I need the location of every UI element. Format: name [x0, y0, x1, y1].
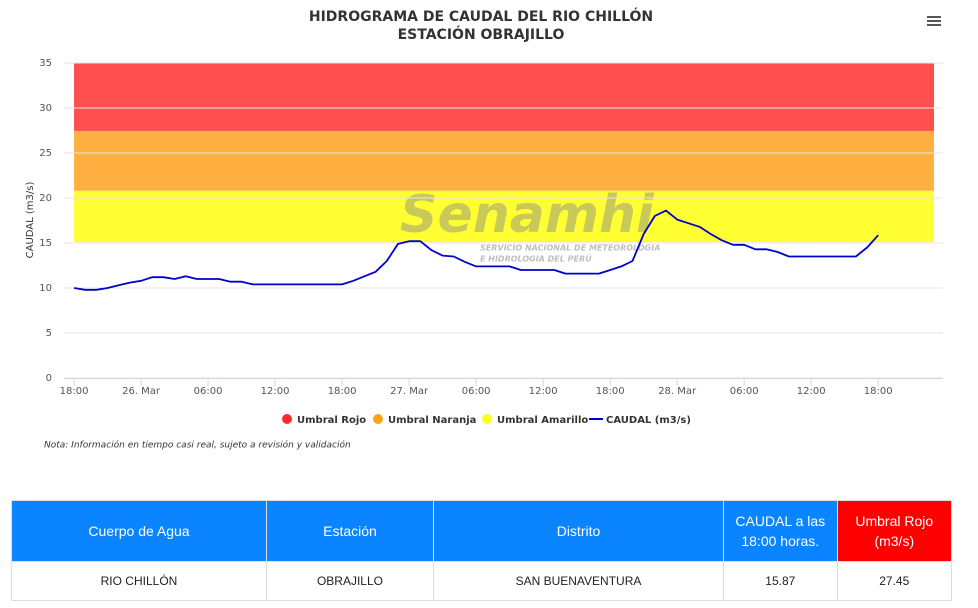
x-tick-label: 12:00	[797, 386, 826, 397]
x-tick-label: 06:00	[730, 386, 759, 397]
cell: 27.45	[836, 561, 953, 601]
chart-title: HIDROGRAMA DE CAUDAL DEL RIO CHILLÓN	[309, 7, 653, 25]
cell: RIO CHILLÓN	[11, 561, 267, 601]
header-row: Cuerpo de Agua Estación Distrito CAUDAL …	[11, 500, 953, 562]
legend-symbol	[282, 414, 292, 424]
x-tick-label: 18:00	[864, 386, 893, 397]
legend-label: Umbral Amarillo	[497, 415, 588, 426]
legend-label: Umbral Naranja	[388, 415, 476, 426]
watermark: Senamhi	[400, 185, 655, 245]
header-cell: Estación	[265, 500, 434, 562]
y-tick-label: 25	[39, 148, 52, 159]
y-tick-label: 35	[39, 58, 52, 69]
legend-symbol	[373, 414, 383, 424]
x-tick-label: 12:00	[261, 386, 290, 397]
legend-label: CAUDAL (m3/s)	[606, 415, 691, 426]
threshold-band	[74, 130, 934, 191]
note: Nota: Información en tiempo casi real, s…	[44, 440, 351, 451]
legend-item[interactable]: Umbral Amarillo	[482, 414, 588, 426]
cell: OBRAJILLO	[265, 561, 434, 601]
legend-item[interactable]: Umbral Rojo	[282, 414, 366, 426]
header-cell: CAUDAL a las 18:00 horas.	[723, 500, 838, 562]
legend-item[interactable]: CAUDAL (m3/s)	[589, 415, 691, 426]
y-tick-label: 20	[39, 193, 52, 204]
x-tick-label: 18:00	[596, 386, 625, 397]
data-table: Cuerpo de Agua Estación Distrito CAUDAL …	[11, 500, 953, 601]
menu-icon[interactable]	[927, 16, 941, 26]
menu-bar[interactable]	[927, 24, 941, 26]
watermark-subtitle: E HIDROLOGIA DEL PERÚ	[480, 253, 592, 264]
menu-bar[interactable]	[927, 20, 941, 22]
header-cell: Cuerpo de Agua	[11, 500, 267, 562]
x-tick-label: 12:00	[529, 386, 558, 397]
x-tick-label: 27. Mar	[390, 386, 429, 397]
menu-bar[interactable]	[927, 16, 941, 18]
legend-item[interactable]: Umbral Naranja	[373, 414, 476, 426]
chart-subtitle: ESTACIÓN OBRAJILLO	[398, 25, 565, 43]
y-tick-label: 30	[39, 103, 52, 114]
x-tick-label: 18:00	[328, 386, 357, 397]
data-row: RIO CHILLÓN OBRAJILLO SAN BUENAVENTURA 1…	[11, 561, 953, 601]
header-cell: Umbral Rojo (m3/s)	[836, 500, 953, 562]
y-tick-label: 5	[46, 328, 52, 339]
cell: SAN BUENAVENTURA	[432, 561, 725, 601]
y-tick-label: 0	[46, 373, 52, 384]
legend-symbol	[482, 414, 492, 424]
x-tick-label: 18:00	[60, 386, 89, 397]
threshold-band	[74, 63, 934, 131]
watermark-subtitle: SERVICIO NACIONAL DE METEOROLOGIA	[480, 244, 660, 253]
y-axis-label: CAUDAL (m3/s)	[25, 182, 36, 259]
flow-line	[73, 209, 879, 291]
x-tick-label: 06:00	[462, 386, 491, 397]
x-tick-label: 28. Mar	[658, 386, 697, 397]
cell: 15.87	[723, 561, 838, 601]
x-tick-label: 06:00	[194, 386, 223, 397]
y-tick-label: 10	[39, 283, 52, 294]
chart: HIDROGRAMA DE CAUDAL DEL RIO CHILLÓN EST…	[25, 7, 943, 451]
legend-label: Umbral Rojo	[297, 415, 366, 426]
x-tick-label: 26. Mar	[122, 386, 161, 397]
header-cell: Distrito	[432, 500, 725, 562]
y-tick-label: 15	[39, 238, 52, 249]
threshold-band	[74, 190, 934, 243]
